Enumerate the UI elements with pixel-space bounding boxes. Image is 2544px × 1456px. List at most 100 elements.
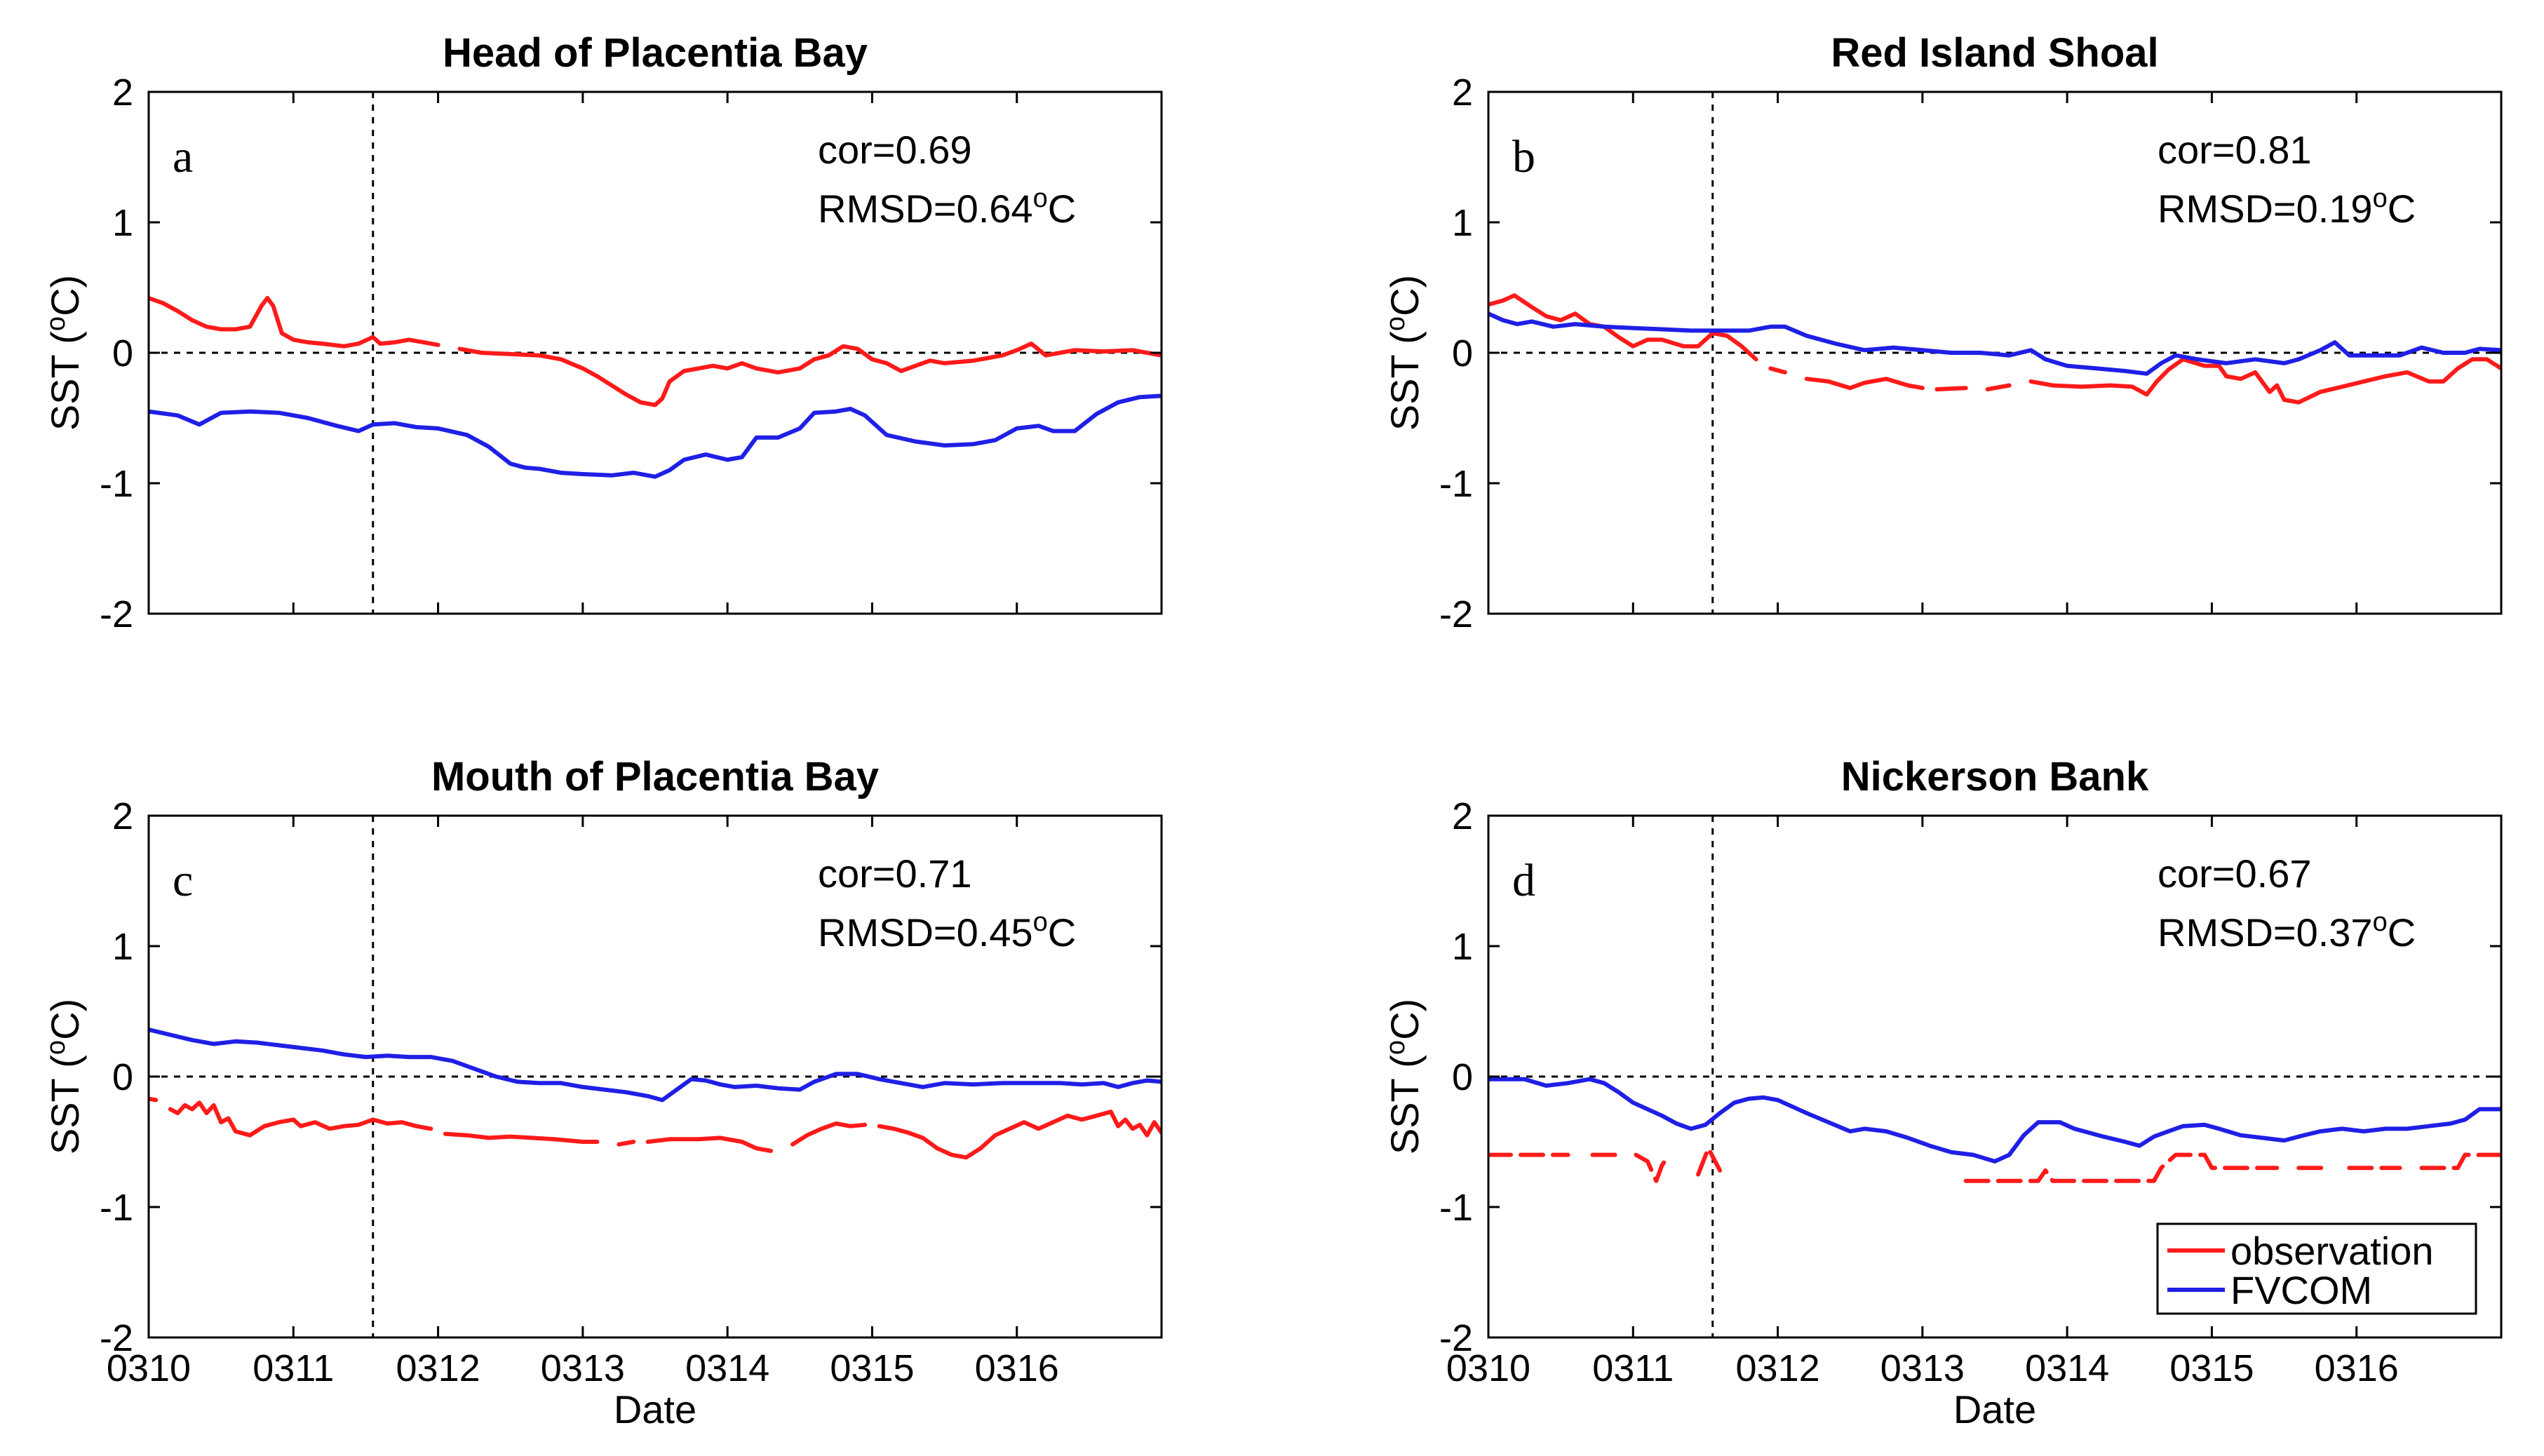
rmsd-superscript: o — [2373, 908, 2388, 937]
y-axis-label-superscript: o — [1381, 1040, 1411, 1055]
x-tick-label: 0313 — [1880, 1347, 1965, 1389]
x-tick-label: 0310 — [1446, 1347, 1530, 1389]
series-line-segment — [1934, 386, 1968, 392]
series-line-segment — [149, 1096, 159, 1103]
correlation-label: cor=0.69 — [818, 128, 972, 172]
series-line-segment — [877, 1110, 1162, 1160]
legend-label: observation — [2230, 1229, 2434, 1273]
panel-d: Nickerson Bank -2 -1 0 1 2 0310 0311 0312 0313 031… — [1381, 754, 2503, 1431]
y-tick-label: -1 — [100, 1187, 133, 1229]
rmsd-superscript: o — [1033, 908, 1048, 937]
series-line-segment — [2028, 357, 2501, 405]
series-fvcom — [149, 1027, 1162, 1103]
y-tick-label: -2 — [100, 593, 133, 635]
rmsd-value: RMSD=0.19 — [2158, 187, 2373, 231]
y-axis-label: SST (oC) — [41, 275, 87, 431]
panel-title: Head of Placentia Bay — [443, 30, 868, 76]
y-axis-label: SST (oC) — [1381, 275, 1427, 431]
rmsd-superscript: o — [2373, 184, 2388, 213]
y-axis-label: SST (oC) — [1381, 999, 1427, 1154]
y-tick-label: 2 — [1452, 795, 1473, 837]
rmsd-label: RMSD=0.19oC — [2158, 184, 2416, 231]
series-line-segment — [1696, 1146, 1723, 1177]
series-observation — [1488, 1146, 2501, 1183]
y-tick-label: 0 — [112, 1056, 133, 1098]
y-tick-label: 1 — [112, 202, 133, 244]
series-line-segment — [149, 1027, 1162, 1103]
series-line-segment — [617, 1140, 636, 1147]
x-tick-label: 0312 — [396, 1347, 480, 1389]
rmsd-unit: C — [2388, 187, 2416, 231]
y-axis-label-superscript: o — [41, 316, 71, 331]
series-line-segment — [2419, 1152, 2501, 1171]
x-tick-label: 0314 — [685, 1347, 769, 1389]
y-tick-label: -2 — [1439, 1317, 1473, 1359]
rmsd-label: RMSD=0.37oC — [2158, 908, 2416, 955]
y-axis-label-part: C) — [43, 275, 87, 316]
panel-letter: d — [1512, 855, 1535, 906]
rmsd-value: RMSD=0.37 — [2158, 910, 2373, 955]
rmsd-unit: C — [1048, 910, 1076, 955]
series-line-segment — [168, 1100, 433, 1138]
rmsd-label: RMSD=0.64oC — [818, 184, 1076, 231]
rmsd-label: RMSD=0.45oC — [818, 908, 1076, 955]
y-tick-label: -2 — [1439, 593, 1473, 635]
x-tick-label: 0314 — [2025, 1347, 2109, 1389]
rmsd-unit: C — [1048, 187, 1076, 231]
x-axis-label: Date — [1953, 1387, 2036, 1431]
x-axis-label: Date — [614, 1387, 696, 1431]
y-axis-label-part: C) — [1382, 999, 1427, 1040]
series-line-segment — [443, 1131, 600, 1144]
rmsd-superscript: o — [1033, 184, 1048, 213]
series-line-segment — [645, 1135, 773, 1153]
panel-c: Mouth of Placentia Bay -2 -1 0 1 2 0310 0311 031… — [41, 754, 1163, 1431]
y-tick-label: -1 — [1439, 463, 1473, 505]
y-axis-label-superscript: o — [1381, 316, 1411, 331]
y-tick-label: 0 — [112, 332, 133, 375]
y-tick-label: -1 — [100, 463, 133, 505]
series-fvcom — [1488, 1077, 2501, 1164]
series-line-segment — [457, 342, 1162, 407]
x-tick-label: 0311 — [1592, 1347, 1674, 1389]
y-axis-label-part: C) — [1382, 275, 1427, 316]
y-axis-label-superscript: o — [41, 1040, 71, 1055]
series-line-segment — [1488, 293, 1758, 362]
y-axis-label-part: SST ( — [43, 331, 87, 431]
series-observation — [149, 1096, 1162, 1160]
series-line-segment — [1488, 1077, 2501, 1164]
x-tick-label: 0316 — [2315, 1347, 2399, 1389]
rmsd-unit: C — [2388, 910, 2416, 955]
series-line-segment — [790, 1121, 868, 1147]
y-tick-label: 1 — [112, 926, 133, 968]
panel-title: Mouth of Placentia Bay — [431, 754, 879, 800]
series-observation — [1488, 293, 2501, 405]
series-line-segment — [149, 295, 440, 349]
series-line-segment — [1963, 1152, 2280, 1183]
legend-label: FVCOM — [2230, 1268, 2372, 1312]
y-tick-label: 2 — [112, 72, 133, 114]
correlation-label: cor=0.81 — [2158, 128, 2312, 172]
panel-letter: a — [173, 131, 193, 182]
series-line-segment — [149, 393, 1162, 479]
series-fvcom — [149, 393, 1162, 479]
series-line-segment — [1804, 377, 1925, 391]
x-tick-label: 0310 — [107, 1347, 191, 1389]
rmsd-value: RMSD=0.64 — [818, 187, 1033, 231]
series-line-segment — [1768, 366, 1787, 375]
y-tick-label: -1 — [1439, 1187, 1473, 1229]
x-tick-label: 0315 — [830, 1347, 914, 1389]
panel-letter: c — [173, 855, 193, 906]
series-line-segment — [1488, 311, 2501, 376]
x-tick-label: 0316 — [975, 1347, 1059, 1389]
y-tick-label: 0 — [1452, 332, 1473, 375]
y-axis-label-part: C) — [43, 999, 87, 1040]
series-line-segment — [1634, 1152, 1671, 1183]
series-fvcom — [1488, 311, 2501, 376]
series-observation — [149, 295, 1162, 407]
panel-title: Nickerson Bank — [1841, 754, 2149, 800]
legend-box — [2156, 1222, 2477, 1315]
x-tick-label: 0311 — [253, 1347, 334, 1389]
